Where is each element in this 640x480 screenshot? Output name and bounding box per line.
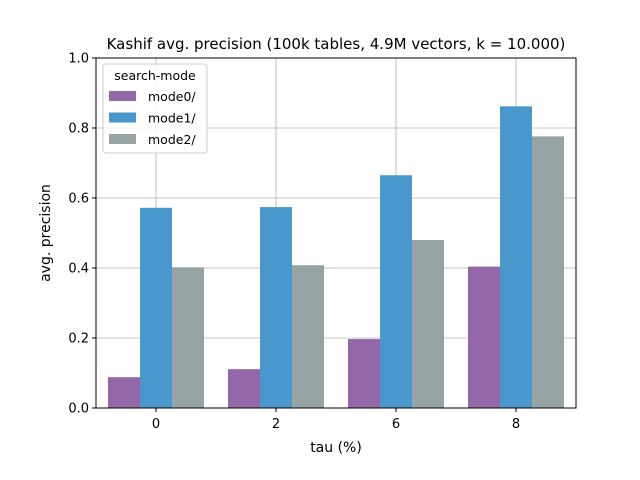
- bar-mode2-6: [412, 240, 444, 408]
- bar-mode1-8: [500, 106, 532, 409]
- y-tick-label: 0.8: [68, 122, 89, 137]
- bar-mode0-2: [228, 369, 260, 408]
- bar-mode0-6: [348, 339, 380, 408]
- x-ticks: 0 2 6 8: [152, 408, 520, 432]
- bar-mode1-2: [260, 207, 292, 408]
- chart-title: Kashif avg. precision (100k tables, 4.9M…: [107, 35, 566, 53]
- bar-mode2-0: [172, 267, 204, 408]
- y-tick-label: 0.6: [68, 192, 89, 207]
- bar-mode0-0: [108, 377, 140, 408]
- legend: search-mode mode0/mode1/mode2/: [102, 63, 208, 154]
- bar-mode1-6: [380, 175, 412, 408]
- legend-label: mode1/: [148, 111, 196, 126]
- x-tick-label: 6: [392, 417, 400, 432]
- bar-mode1-0: [140, 207, 172, 408]
- y-tick-label: 0.4: [68, 262, 89, 277]
- legend-label: mode2/: [148, 132, 196, 147]
- bar-mode2-2: [292, 265, 324, 408]
- y-axis-label: avg. precision: [38, 184, 54, 282]
- legend-title: search-mode: [114, 68, 196, 83]
- y-ticks: 0.0 0.2 0.4 0.6 0.8 1.0: [68, 52, 96, 417]
- x-tick-label: 8: [512, 417, 520, 432]
- legend-label: mode0/: [148, 89, 196, 104]
- x-axis-label: tau (%): [310, 440, 362, 456]
- bars: [108, 106, 564, 409]
- y-tick-label: 1.0: [68, 52, 89, 67]
- bar-mode2-8: [532, 136, 564, 408]
- plot-frame: [95, 57, 577, 409]
- bar-mode0-8: [468, 266, 500, 408]
- legend-swatch: [109, 134, 136, 144]
- y-tick-label: 0.2: [68, 332, 89, 347]
- legend-swatch: [109, 112, 136, 123]
- legend-swatch: [109, 91, 136, 101]
- y-tick-label: 0.0: [68, 402, 89, 417]
- legend-box: [102, 63, 208, 154]
- x-tick-label: 0: [152, 417, 160, 432]
- x-tick-label: 2: [272, 417, 280, 432]
- legend-items: mode0/mode1/mode2/: [109, 89, 196, 147]
